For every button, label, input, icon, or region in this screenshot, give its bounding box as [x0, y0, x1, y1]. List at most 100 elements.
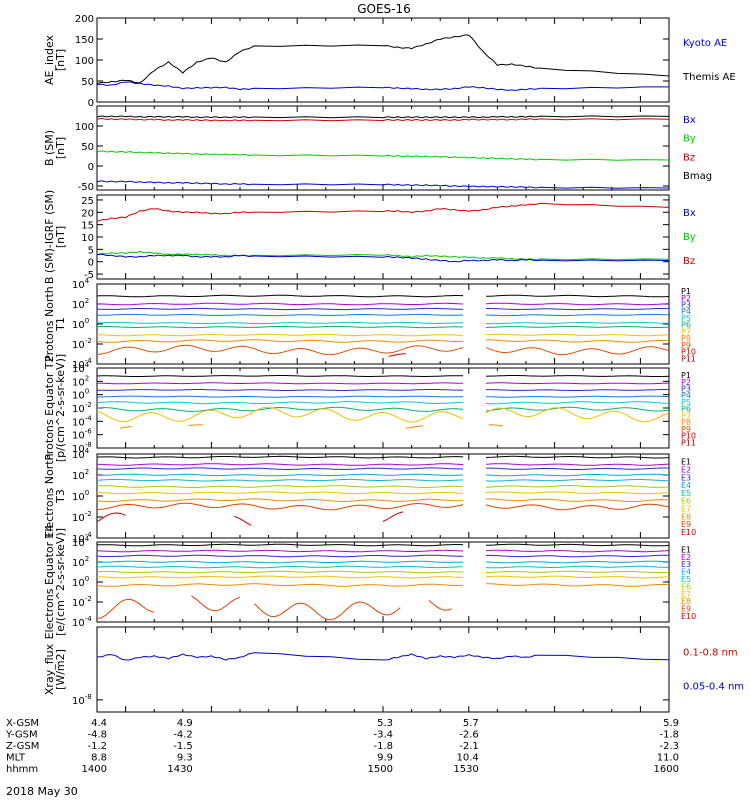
data-layer — [97, 115, 669, 189]
channel-p4 — [485, 395, 669, 398]
y-axis-label: B (SM)[nT] — [43, 130, 67, 166]
channel-e8 — [486, 498, 669, 502]
data-layer — [97, 455, 669, 526]
channel-e8 — [97, 583, 464, 587]
legend-bz: Bz — [683, 152, 695, 163]
channel-p8 — [188, 424, 203, 426]
y-tick-label: 10-2 — [72, 401, 92, 415]
panel-2: -50 0 50 100 B (SM)[nT] Bx By Bz Bmag — [43, 105, 712, 193]
channel-e5 — [97, 478, 464, 482]
y-tick-label: 10 — [81, 233, 94, 244]
channel-p2 — [97, 302, 464, 306]
channel-label-p8: P8 — [681, 334, 691, 343]
footer-value: -1.8 — [373, 741, 393, 752]
channel-label-e3: E3 — [681, 473, 691, 482]
series-by — [97, 250, 669, 261]
channel-p8 — [486, 339, 669, 343]
footer-value: 5.9 — [663, 718, 679, 729]
channel-p4 — [97, 313, 464, 317]
channel-e7 — [97, 575, 464, 579]
legend-by: By — [683, 134, 696, 145]
data-layer — [97, 202, 669, 263]
y-tick-label: -50 — [78, 182, 94, 193]
y-tick-label: 10-4 — [72, 357, 92, 371]
channel-label-e3: E3 — [681, 560, 691, 569]
channel-label-p7: P7 — [681, 327, 691, 336]
y-tick-label: 20 — [81, 208, 94, 219]
footer-label-hhmm: hhmm — [6, 764, 38, 775]
y-tick-label: 10-8 — [72, 441, 92, 455]
channel-label-e4: E4 — [681, 568, 691, 577]
footer-value: -2.1 — [459, 741, 479, 752]
panel-1: 0 50 100 150 200 AE_index[nT] Kyoto AE Themis A… — [43, 14, 736, 109]
data-layer — [97, 543, 669, 621]
y-tick-label: 104 — [72, 277, 90, 291]
channel-e2 — [97, 549, 464, 553]
channel-e1 — [97, 543, 464, 547]
y-tick-label: 10-2 — [72, 595, 92, 609]
series-bmag — [97, 115, 669, 119]
channel-e6 — [485, 570, 669, 574]
panel-frame — [96, 541, 670, 623]
channel-e3 — [97, 467, 464, 470]
channel-e9 — [97, 598, 155, 619]
channel-e7 — [485, 575, 669, 579]
channel-p9 — [97, 344, 464, 356]
footer-value: -1.2 — [87, 741, 107, 752]
channel-p2 — [485, 382, 669, 385]
channel-e6 — [485, 484, 669, 488]
footer-value: 10.4 — [457, 753, 479, 764]
channel-label-p7: P7 — [681, 411, 691, 420]
legend-bmag: Bmag — [683, 171, 712, 182]
channel-e3 — [486, 554, 669, 558]
channel-e9 — [485, 503, 669, 511]
footer-value: 1530 — [453, 764, 478, 775]
channel-label-e10: E10 — [681, 528, 696, 537]
y-tick-label: 100 — [72, 317, 89, 331]
channel-e5 — [485, 479, 669, 482]
plot-title: GOES-16 — [357, 2, 411, 16]
series-0-05-0-4-nm — [97, 652, 669, 661]
panel-frame — [96, 626, 670, 713]
channel-label-e2: E2 — [681, 553, 691, 562]
channel-e10 — [97, 512, 126, 523]
panel-6: 10-4 10-2 100 102 104 Electrons NorthT3 E1E2E3… — [43, 447, 696, 545]
y-axis-label: AE_index[nT] — [43, 34, 67, 85]
footer-value: 9.9 — [377, 753, 393, 764]
footer-value: -1.8 — [659, 730, 679, 741]
channel-p2 — [485, 302, 669, 306]
channel-label-p9: P9 — [681, 425, 691, 434]
channel-p6 — [485, 406, 669, 412]
channel-label-p5: P5 — [681, 398, 691, 407]
channel-p4 — [97, 395, 464, 398]
y-axis-label: Xray_flux[W/m2] — [43, 643, 67, 695]
channel-label-p3: P3 — [681, 300, 691, 309]
y-axis-label: Electrons NorthT3 — [43, 453, 67, 538]
footer-value: -4.2 — [173, 730, 193, 741]
y-tick-label: 102 — [72, 468, 89, 482]
channel-e8 — [97, 498, 464, 503]
y-tick-label: -5 — [84, 270, 94, 281]
channel-e2 — [485, 549, 669, 553]
channel-p5 — [485, 321, 669, 325]
footer-value: -4.8 — [87, 730, 107, 741]
footer-label-y-gsm: Y-GSM — [5, 730, 38, 741]
footer-value: 4.4 — [91, 718, 107, 729]
y-tick-label: 10-4 — [72, 615, 92, 629]
plot-date: 2018 May 30 — [6, 785, 78, 798]
channel-label-e8: E8 — [681, 597, 691, 606]
panel-4: 10-4 10-2 100 102 104 Protons NorthT1 P1P2P3P4… — [43, 277, 696, 371]
y-tick-label: 104 — [72, 535, 90, 549]
y-tick-label: 100 — [72, 489, 89, 503]
channel-label-p5: P5 — [681, 314, 691, 323]
orbit-footer: X-GSM 4.4 4.9 5.3 5.7 5.9 Y-GSM -4.8 -4.2 -3.4 -2.… — [5, 718, 679, 775]
channel-p8 — [405, 425, 424, 429]
channel-label-e6: E6 — [681, 497, 691, 506]
y-tick-label: 25 — [81, 196, 94, 207]
channel-e4 — [485, 473, 669, 477]
panel-frame — [96, 194, 670, 280]
legend-themis-ae: Themis AE — [682, 72, 736, 83]
channel-e6 — [97, 570, 464, 574]
channel-label-p2: P2 — [681, 294, 691, 303]
